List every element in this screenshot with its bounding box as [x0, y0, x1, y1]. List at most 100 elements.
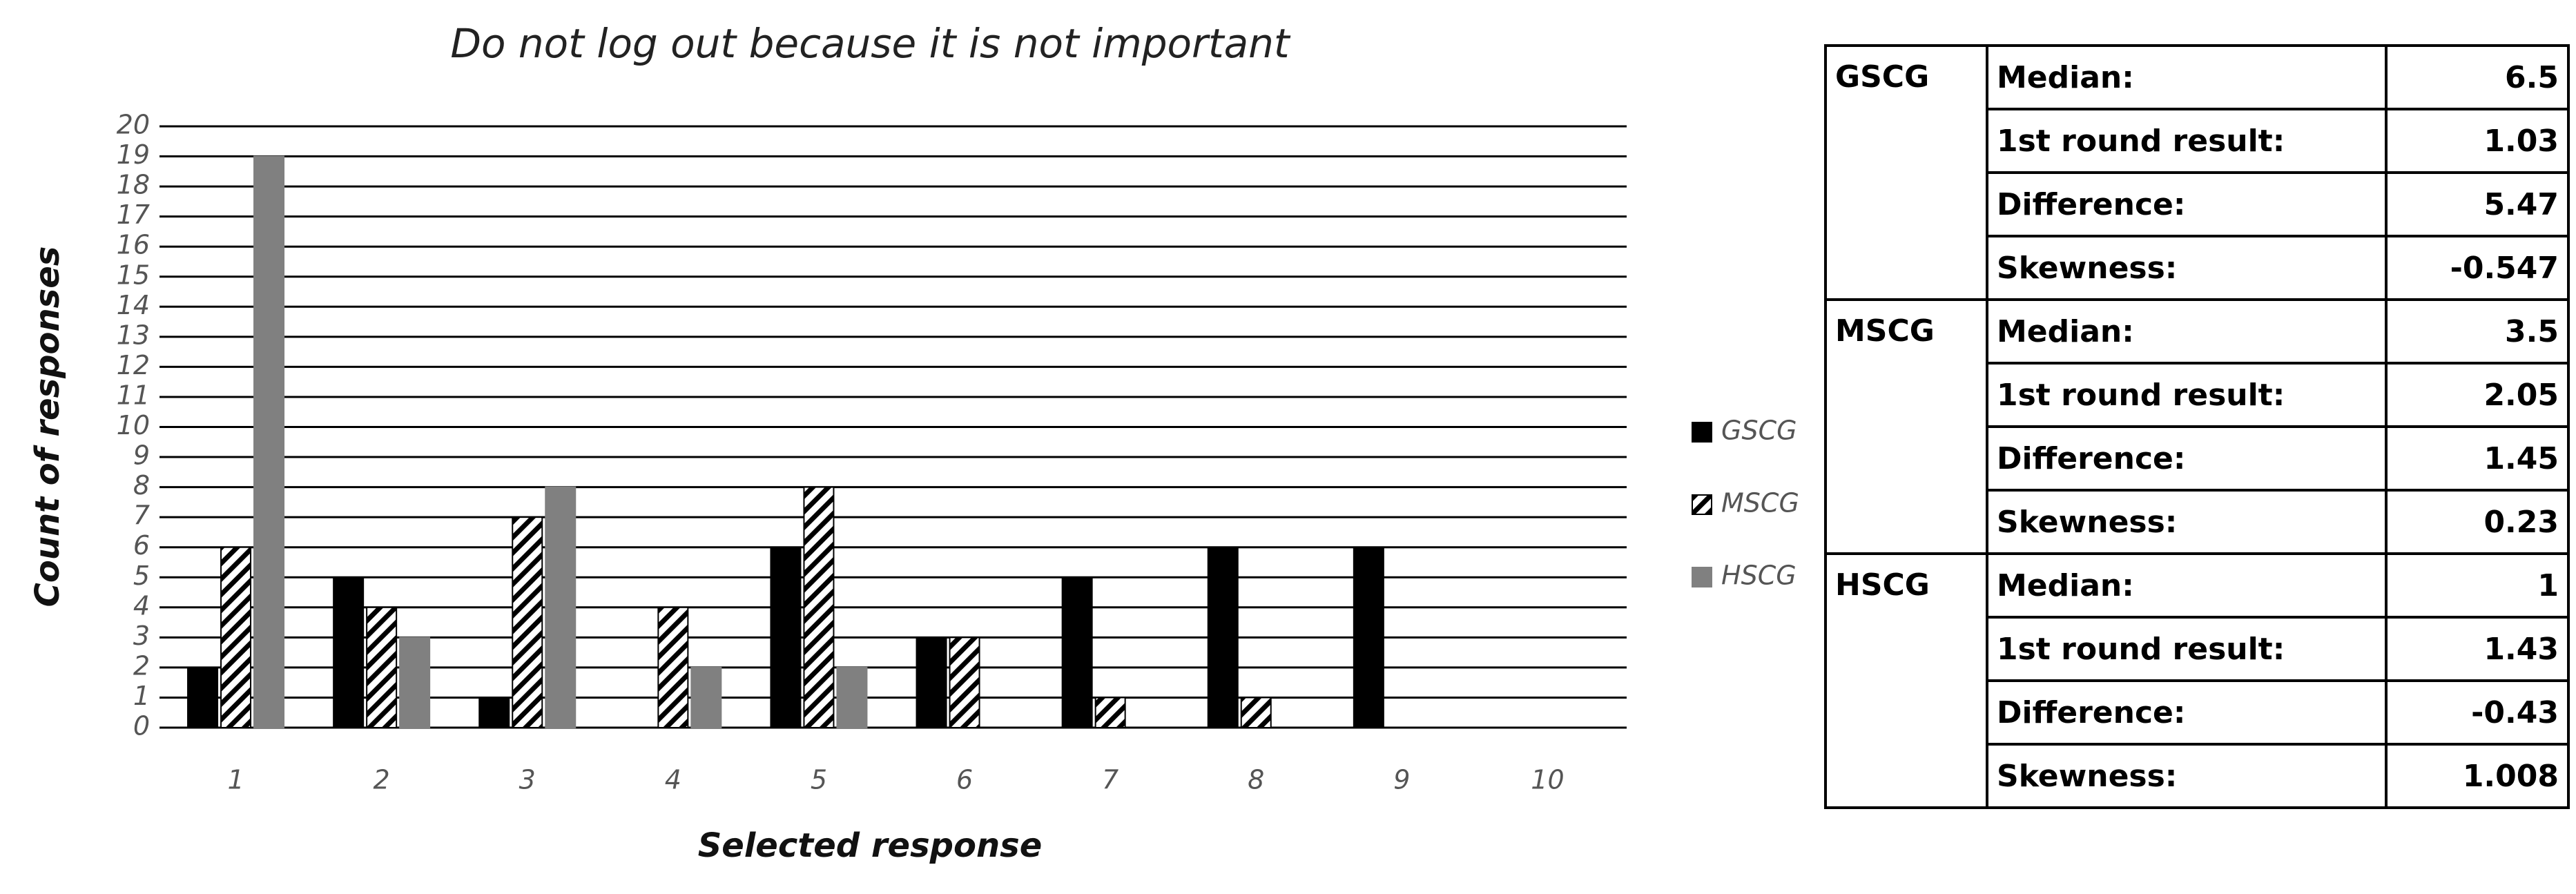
legend-label: GSCG: [1721, 416, 1797, 446]
y-tick-label: 6: [133, 530, 150, 561]
stat-value: 6.5: [2385, 44, 2570, 110]
table-row: Skewness: -0.547: [1826, 235, 2570, 301]
bar: [512, 516, 543, 729]
stat-label: Skewness:: [1986, 489, 2388, 555]
x-tick-label: 9: [1393, 765, 1410, 795]
y-tick-label: 5: [133, 561, 150, 591]
x-tick-label: 7: [1102, 765, 1118, 795]
x-tick-label: 3: [519, 765, 536, 795]
stat-label: 1st round result:: [1986, 616, 2388, 682]
x-tick-label: 4: [665, 765, 681, 795]
legend-swatch: [1692, 567, 1712, 587]
y-tick-label: 2: [133, 650, 150, 681]
table-row: Difference: -0.43: [1826, 679, 2570, 746]
bar: [1094, 697, 1126, 729]
bar: [478, 697, 510, 729]
y-axis-label: Count of responses: [28, 246, 67, 608]
stat-value: 2.05: [2385, 362, 2570, 428]
stat-label: Skewness:: [1986, 235, 2388, 301]
legend-swatch: [1692, 422, 1712, 443]
group-name: GSCG: [1824, 44, 1988, 301]
table-row: Difference: 5.47: [1826, 171, 2570, 237]
stat-label: Difference:: [1986, 679, 2388, 746]
stat-label: 1st round result:: [1986, 362, 2388, 428]
bar: [916, 637, 947, 728]
table-row: Skewness: 1.008: [1826, 743, 2570, 809]
bar: [253, 155, 285, 729]
x-axis-label: Selected response: [698, 826, 1043, 865]
bar: [399, 637, 431, 728]
stat-value: 3.5: [2385, 298, 2570, 365]
group-name: HSCG: [1824, 552, 1988, 809]
table-row: 1st round result: 1.03: [1826, 108, 2570, 174]
stat-value: 1.43: [2385, 616, 2570, 682]
y-tick-label: 13: [117, 320, 150, 350]
y-tick-label: 16: [117, 230, 150, 260]
bar: [366, 606, 398, 728]
bar: [545, 486, 577, 728]
table-row: MSCG Median: 3.5: [1824, 298, 2570, 555]
bar: [836, 666, 868, 729]
y-tick-label: 11: [117, 380, 150, 410]
bar: [1353, 546, 1384, 728]
y-tick-label: 15: [117, 260, 150, 290]
table-row: Skewness: 0.23: [1826, 489, 2570, 555]
stat-label: Skewness:: [1986, 743, 2388, 809]
table-row: 1st round result: 1.43: [1826, 616, 2570, 682]
stats-table: GSCG Median: 6.5 1st round result: 1.03 Diffe…: [1824, 44, 2570, 809]
y-tick-label: 8: [133, 470, 150, 501]
y-tick-label: 10: [117, 410, 150, 440]
chart-title: Do not log out because it is not importa…: [450, 20, 1291, 67]
legend-swatch: [1692, 494, 1712, 515]
stat-label: Difference:: [1986, 171, 2388, 237]
y-tick-label: 20: [117, 110, 150, 140]
bar: [803, 486, 835, 728]
stat-label: Median:: [1986, 552, 2388, 619]
legend-label: HSCG: [1721, 561, 1797, 591]
legend-label: MSCG: [1721, 488, 1799, 518]
stat-value: 1.45: [2385, 425, 2570, 492]
chart: Do not log out because it is not importa…: [28, 20, 1799, 865]
bar: [187, 666, 219, 729]
bar: [690, 666, 722, 729]
x-tick-label: 1: [227, 765, 244, 795]
x-tick-label: 8: [1248, 765, 1264, 795]
stat-value: 1.03: [2385, 108, 2570, 174]
y-tick-label: 9: [133, 440, 150, 471]
table-row: 1st round result: 2.05: [1826, 362, 2570, 428]
stat-value: -0.43: [2385, 679, 2570, 746]
stat-value: 1.008: [2385, 743, 2570, 809]
bar: [657, 606, 689, 728]
y-tick-label: 0: [133, 711, 150, 741]
bar: [333, 576, 365, 728]
stat-value: -0.547: [2385, 235, 2570, 301]
y-tick-label: 12: [117, 350, 150, 380]
bar: [949, 637, 980, 728]
y-tick-label: 7: [133, 501, 150, 531]
bar: [1240, 697, 1272, 729]
stat-label: Difference:: [1986, 425, 2388, 492]
group-name: MSCG: [1824, 298, 1988, 555]
y-tick-label: 3: [133, 621, 150, 651]
table-row: HSCG Median: 1: [1824, 552, 2570, 809]
stat-value: 0.23: [2385, 489, 2570, 555]
x-tick-label: 6: [956, 765, 973, 795]
bar: [1061, 576, 1093, 728]
y-tick-label: 18: [117, 170, 150, 200]
y-tick-label: 19: [117, 139, 150, 170]
stat-value: 1: [2385, 552, 2570, 619]
stat-label: Median:: [1986, 298, 2388, 365]
table-row: Difference: 1.45: [1826, 425, 2570, 492]
bar: [1207, 546, 1239, 728]
x-tick-label: 10: [1531, 765, 1564, 795]
bar: [770, 546, 802, 728]
y-tick-label: 1: [133, 681, 150, 711]
y-tick-label: 14: [117, 290, 150, 320]
y-tick-label: 4: [133, 590, 150, 621]
stat-label: Median:: [1986, 44, 2388, 110]
x-tick-label: 5: [811, 765, 827, 795]
y-tick-label: 17: [117, 200, 150, 230]
table-row: GSCG Median: 6.5: [1824, 44, 2570, 301]
stat-value: 5.47: [2385, 171, 2570, 237]
